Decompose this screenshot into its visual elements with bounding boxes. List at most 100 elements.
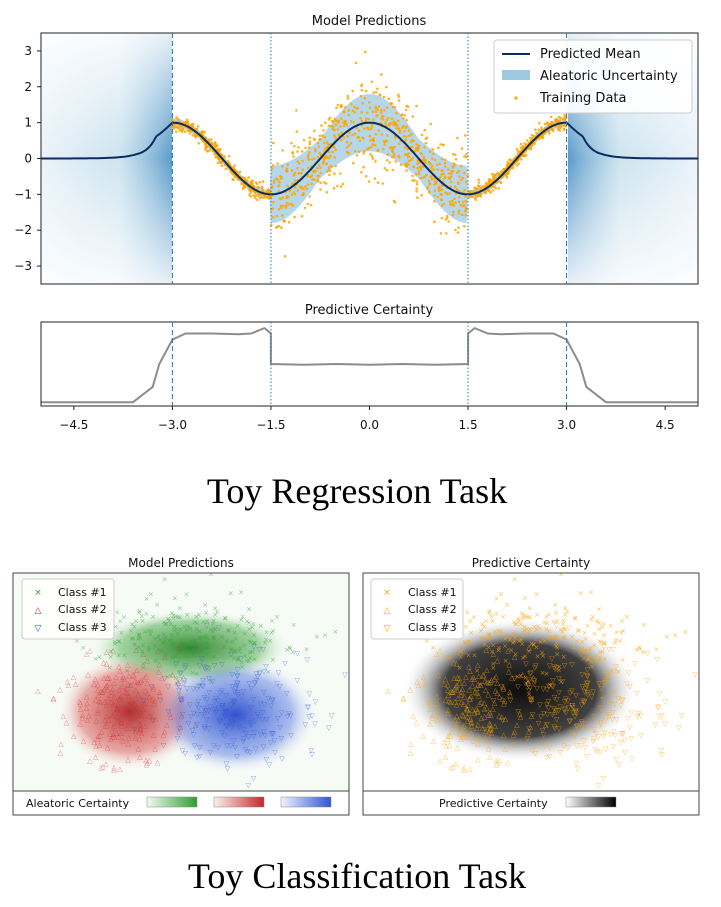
certainty-point: △ bbox=[529, 695, 535, 703]
class-point: △ bbox=[86, 711, 92, 719]
classification-points: × ×××××××××××××× ×××××××××××××××××××××××××… bbox=[35, 573, 348, 790]
class-point: △ bbox=[106, 715, 112, 723]
class-point: △ bbox=[137, 753, 143, 761]
class-point: ▽ bbox=[248, 721, 254, 729]
certainty-point: ▽ bbox=[584, 682, 590, 690]
certainty-point: △ bbox=[461, 712, 467, 720]
class-point: ▽ bbox=[295, 677, 301, 685]
class-point: △ bbox=[96, 697, 102, 705]
class-point: △ bbox=[150, 695, 156, 703]
certainty-point: △ bbox=[484, 703, 490, 711]
class-point: △ bbox=[170, 671, 176, 679]
training-point bbox=[183, 130, 187, 133]
class-point: ▽ bbox=[183, 662, 189, 670]
training-point bbox=[421, 165, 425, 168]
class-point: ▽ bbox=[342, 671, 348, 679]
certainty-point: × bbox=[482, 641, 488, 649]
certainty-point: ▽ bbox=[515, 683, 521, 691]
class-point: ▽ bbox=[200, 677, 206, 685]
training-point bbox=[303, 206, 307, 210]
certainty-point: △ bbox=[543, 721, 549, 729]
training-point bbox=[457, 182, 460, 185]
training-point bbox=[370, 125, 373, 129]
class-point: × bbox=[269, 617, 275, 625]
class-point: ▽ bbox=[225, 765, 231, 773]
certainty-point: × bbox=[512, 575, 518, 583]
certainty-point: × bbox=[468, 629, 474, 637]
certainty-point: × bbox=[564, 608, 570, 616]
training-point bbox=[417, 170, 421, 173]
class-point: × bbox=[284, 646, 290, 654]
certainty-point: × bbox=[533, 643, 539, 651]
certainty-point: ▽ bbox=[584, 679, 590, 687]
training-point bbox=[399, 163, 403, 166]
certainty-point: ▽ bbox=[526, 725, 532, 733]
class-point: △ bbox=[137, 720, 143, 728]
certainty-point: ▽ bbox=[574, 709, 580, 717]
certainty-point: ▽ bbox=[540, 727, 546, 735]
class-point: △ bbox=[57, 686, 63, 694]
certainty-point: × bbox=[560, 620, 566, 628]
certainty-point: ▽ bbox=[627, 682, 633, 690]
training-point bbox=[405, 169, 408, 172]
certainty-point: ▽ bbox=[602, 679, 608, 687]
certainty-point: ▽ bbox=[528, 696, 534, 704]
certainty-point: × bbox=[554, 618, 560, 626]
certainty-point: △ bbox=[469, 718, 475, 726]
class-point: × bbox=[173, 680, 179, 688]
certainty-point: △ bbox=[488, 725, 494, 733]
class-point: △ bbox=[142, 722, 148, 730]
class-point: × bbox=[197, 635, 203, 643]
training-point bbox=[181, 125, 184, 128]
training-point bbox=[446, 168, 450, 171]
class-point: △ bbox=[103, 722, 109, 730]
training-point bbox=[373, 177, 377, 180]
training-point bbox=[407, 163, 410, 166]
certainty-point: ▽ bbox=[598, 719, 604, 727]
class-point: ▽ bbox=[279, 755, 285, 763]
certainty-point: ▽ bbox=[533, 662, 539, 670]
class-point: △ bbox=[58, 740, 64, 748]
training-point bbox=[394, 136, 397, 139]
certainty-point: △ bbox=[461, 721, 467, 729]
certainty-point: ▽ bbox=[547, 743, 553, 751]
certainty-point: ▽ bbox=[618, 702, 624, 710]
class-point: ▽ bbox=[175, 735, 181, 743]
predictive-certainty-line bbox=[41, 326, 698, 404]
training-point bbox=[403, 163, 407, 167]
class-point: × bbox=[204, 639, 210, 647]
training-point bbox=[453, 163, 457, 167]
certainty-point: × bbox=[534, 611, 540, 619]
certainty-point: △ bbox=[467, 694, 473, 702]
training-point bbox=[386, 134, 389, 137]
class-point: × bbox=[174, 625, 180, 633]
certainty-point: ▽ bbox=[584, 753, 590, 761]
certainty-point: △ bbox=[486, 710, 492, 718]
training-point bbox=[294, 179, 297, 182]
training-point bbox=[367, 180, 371, 183]
certainty-point: × bbox=[446, 654, 452, 662]
certainty-point: △ bbox=[531, 674, 537, 682]
certainty-point: ▽ bbox=[604, 670, 610, 678]
training-point bbox=[345, 150, 349, 154]
certainty-point: ▽ bbox=[585, 691, 591, 699]
certainty-point: ▽ bbox=[617, 761, 623, 769]
class-point: ▽ bbox=[183, 750, 189, 758]
certainty-point: ▽ bbox=[541, 731, 547, 739]
training-point bbox=[371, 157, 375, 160]
chart2-region-lines bbox=[171, 322, 568, 406]
class-point: × bbox=[322, 631, 328, 639]
training-point bbox=[464, 195, 468, 198]
class-point: △ bbox=[138, 711, 144, 719]
training-point bbox=[468, 191, 472, 194]
training-point bbox=[546, 121, 549, 124]
certainty-point: × bbox=[505, 633, 511, 641]
training-point bbox=[280, 226, 283, 229]
class-point: ▽ bbox=[284, 689, 290, 697]
training-point bbox=[400, 113, 404, 117]
certainty-point: △ bbox=[467, 694, 473, 702]
training-point bbox=[267, 189, 271, 192]
class-point: △ bbox=[113, 673, 119, 681]
certainty-point: △ bbox=[434, 699, 440, 707]
